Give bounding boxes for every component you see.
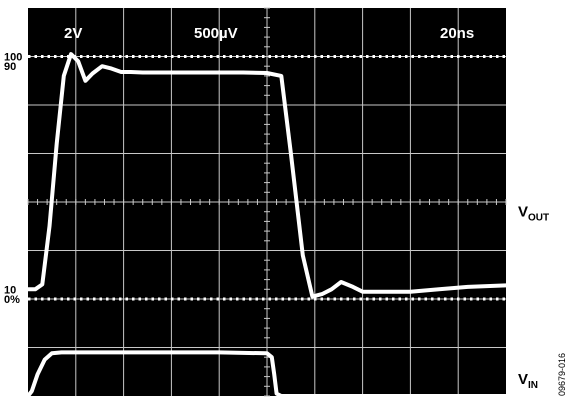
level-label: 100: [4, 52, 22, 64]
timebase-label: 20ns: [440, 25, 474, 42]
series-label-vout: VOUT: [518, 204, 549, 224]
waveform-traces: [26, 52, 508, 398]
level-label: 10: [4, 284, 16, 296]
series-line-vout: [26, 52, 508, 299]
figure-id: 09679-016: [557, 352, 567, 396]
level-label: 90: [4, 61, 16, 73]
series-line-vin: [26, 350, 508, 398]
ch2-scale-label: 500µV: [194, 25, 238, 42]
series-label-vin: VIN: [518, 371, 538, 391]
ch1-scale-label: 2V: [64, 25, 82, 42]
series-labels: VOUT VIN: [518, 204, 549, 391]
level-label: 0%: [4, 294, 20, 306]
